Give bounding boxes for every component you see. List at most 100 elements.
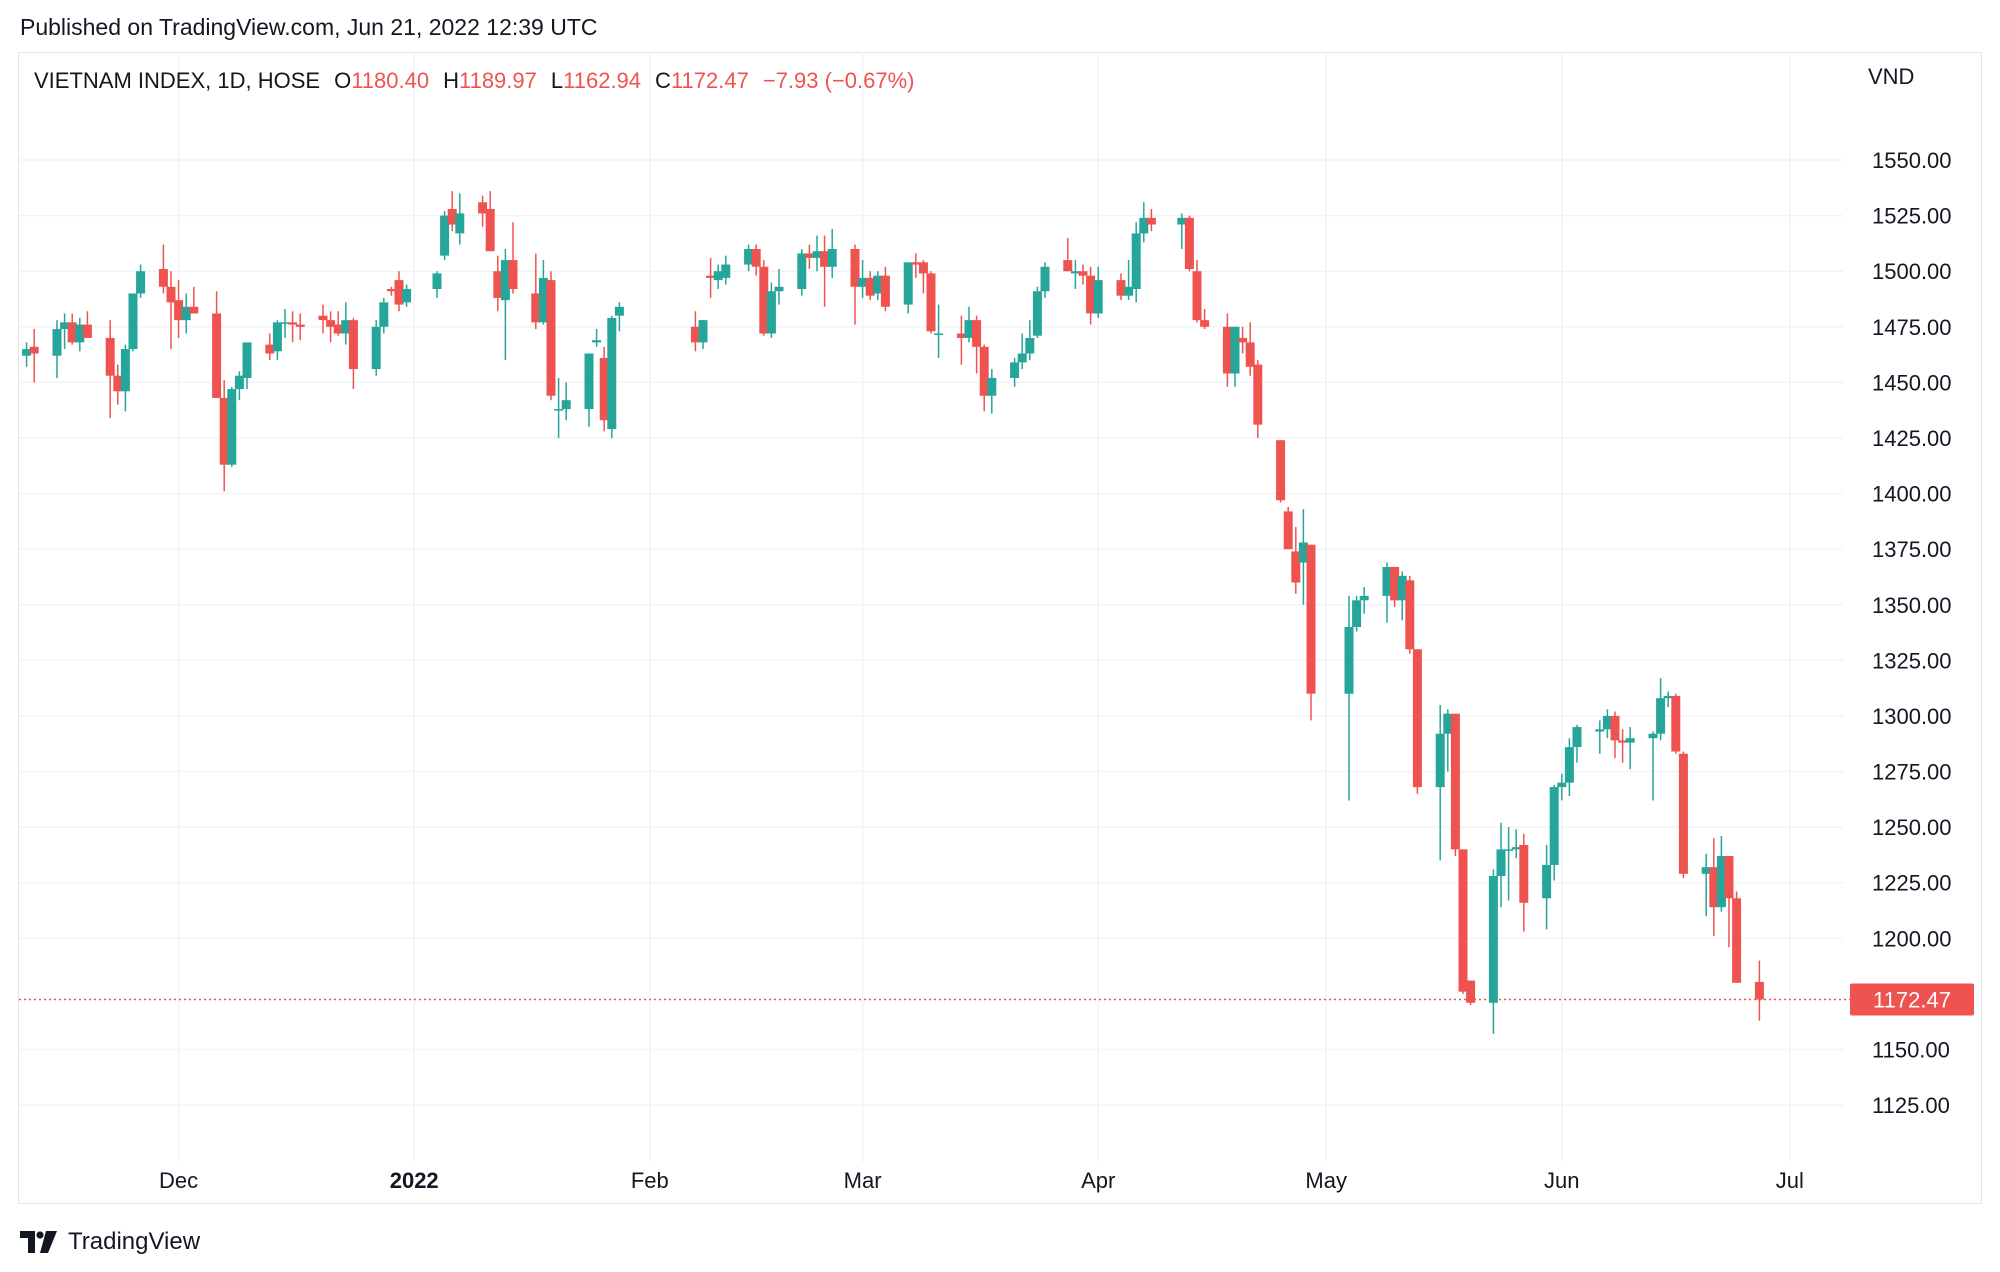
candle <box>774 268 784 305</box>
y-tick-label: 1425.00 <box>1872 426 1952 451</box>
candle-body <box>956 333 966 338</box>
candle <box>744 244 754 272</box>
candle <box>1504 827 1514 901</box>
candle <box>265 333 275 361</box>
chart-frame[interactable] <box>18 52 1982 1204</box>
candle <box>812 235 822 272</box>
y-tick-label: 1200.00 <box>1872 926 1952 951</box>
candle <box>1450 713 1460 857</box>
candle-body <box>1519 844 1529 903</box>
candle-body <box>554 409 564 411</box>
candle <box>713 264 723 290</box>
candle <box>1344 595 1354 801</box>
candle-body <box>1564 747 1574 783</box>
candle-body <box>1177 217 1187 225</box>
candle <box>1724 856 1734 948</box>
candle-body <box>1025 337 1035 354</box>
candle <box>690 311 700 352</box>
candle-body <box>1557 782 1567 788</box>
candle-body <box>1458 849 1468 992</box>
x-tick-label: Feb <box>631 1168 669 1193</box>
high-label: H <box>443 68 459 93</box>
currency-label: VND <box>1868 64 1914 89</box>
candle-body <box>797 253 807 290</box>
candle <box>1283 506 1293 550</box>
candle-body <box>903 262 913 305</box>
tradingview-logo-icon <box>20 1231 57 1253</box>
candle-body <box>934 333 944 335</box>
candle <box>1352 595 1362 632</box>
candle <box>371 320 381 376</box>
candle-body <box>379 302 389 327</box>
candle <box>804 244 814 269</box>
candle <box>751 244 761 276</box>
candle-body <box>371 326 381 370</box>
candle-body <box>1443 713 1453 734</box>
candle <box>1017 333 1027 370</box>
tradingview-brand[interactable]: TradingView <box>20 1228 200 1256</box>
candle-body <box>402 289 412 303</box>
candle <box>1276 440 1286 503</box>
candle <box>1602 709 1612 739</box>
candle <box>1488 869 1498 1034</box>
candle-body <box>1352 600 1362 628</box>
candle <box>22 342 32 367</box>
candle-body <box>1230 326 1240 374</box>
open-value: 1180.40 <box>351 68 430 93</box>
candle <box>181 293 191 334</box>
candle <box>721 255 731 285</box>
candle-body <box>1724 856 1734 899</box>
candle <box>1093 266 1103 318</box>
candle-body <box>964 320 974 338</box>
candle-body <box>120 349 130 392</box>
candle-body <box>67 322 77 343</box>
candle <box>1184 215 1194 272</box>
candle <box>1542 844 1552 930</box>
candle <box>1253 360 1263 438</box>
candle-body <box>1184 217 1194 269</box>
candle-body <box>1602 715 1612 730</box>
candle <box>1625 727 1635 770</box>
candle <box>873 271 883 301</box>
candle-body <box>1663 695 1673 699</box>
candle <box>272 320 282 361</box>
candle-body <box>1010 362 1020 378</box>
candle <box>1458 849 1468 994</box>
candle <box>348 317 358 390</box>
candle <box>1025 320 1035 361</box>
candle <box>394 271 404 312</box>
candle-body <box>690 326 700 343</box>
candle <box>1245 322 1255 376</box>
candle <box>987 369 997 414</box>
candle <box>128 293 138 352</box>
candle <box>1382 562 1392 623</box>
candle <box>1359 586 1369 614</box>
candle-body <box>1116 280 1126 296</box>
candle-body <box>1063 260 1073 272</box>
candle <box>1671 693 1681 754</box>
candle-body <box>1253 364 1263 425</box>
candle <box>1139 202 1149 243</box>
candle <box>379 297 389 334</box>
candle-body <box>288 322 298 325</box>
y-tick-label: 1500.00 <box>1872 259 1952 284</box>
candle <box>113 364 123 405</box>
candle-body <box>1466 980 1476 1003</box>
candle <box>592 329 602 347</box>
candle <box>227 386 237 467</box>
candle <box>455 193 465 245</box>
candle-body <box>447 208 457 225</box>
candle-body <box>1671 695 1681 752</box>
candle <box>911 253 921 278</box>
candle-body <box>979 346 989 396</box>
symbol-legend: VIETNAM INDEX, 1D, HOSE O1180.40 H1189.97 L… <box>34 68 929 94</box>
candle <box>52 320 62 378</box>
candle <box>402 284 412 307</box>
y-tick-label: 1150.00 <box>1872 1038 1950 1063</box>
candle-body <box>1306 544 1316 694</box>
candle-body <box>1648 733 1658 739</box>
candle-body <box>1238 337 1248 343</box>
candle <box>318 304 328 334</box>
candle <box>1032 286 1042 338</box>
